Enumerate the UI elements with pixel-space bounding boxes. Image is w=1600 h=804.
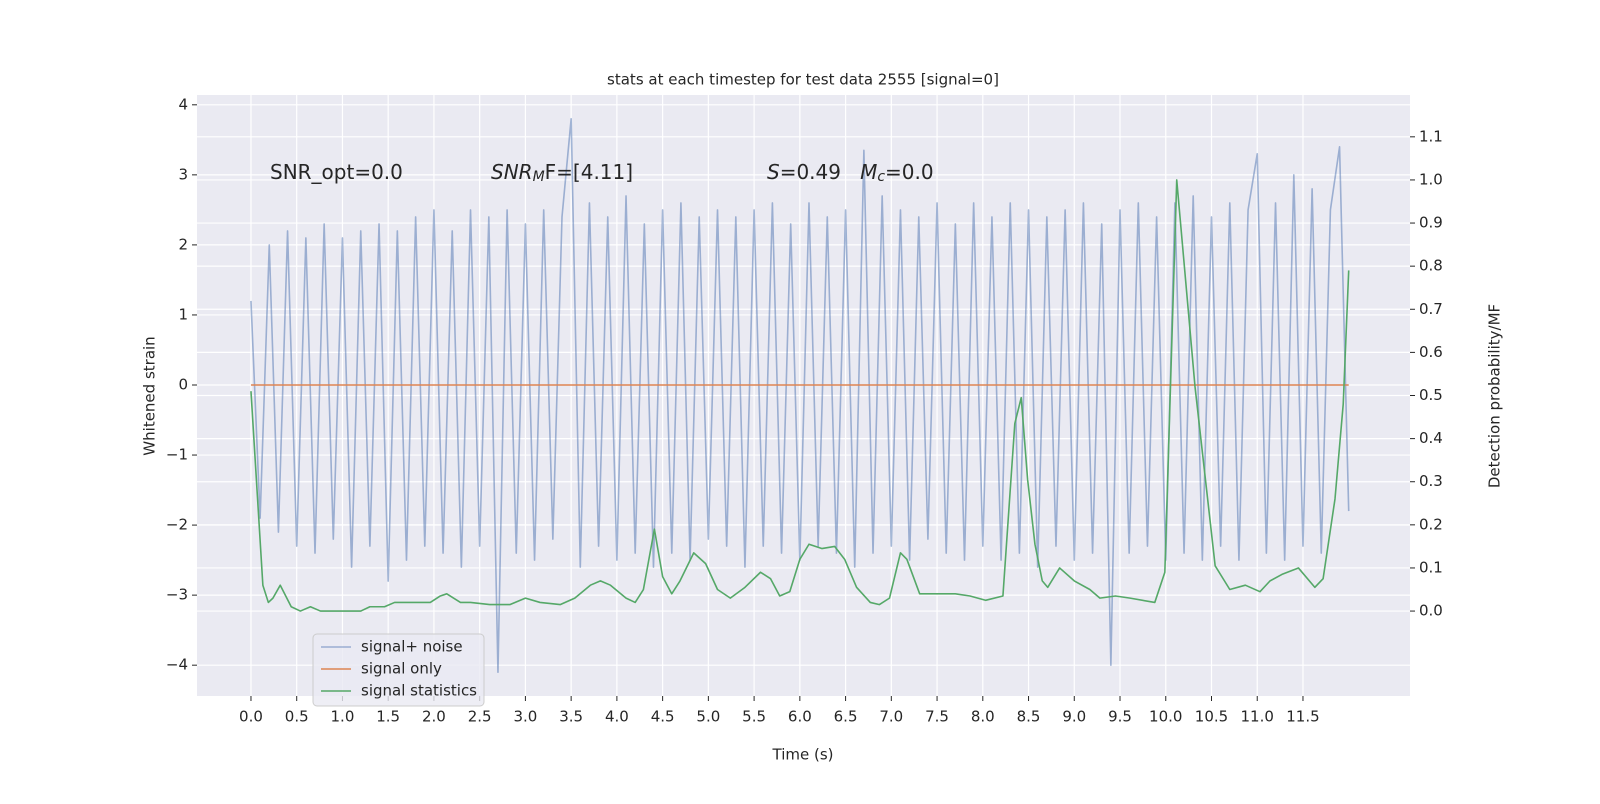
legend-label: signal+ noise: [361, 638, 463, 656]
y2-axis-label: Detection probability/MF: [1486, 304, 1504, 488]
y2-tick-label: 1.1: [1419, 127, 1443, 145]
annotation-part: SNR: [491, 160, 533, 184]
annotation-part: SNR_opt=0.0: [270, 160, 403, 184]
y2-tick-label: 0.7: [1419, 300, 1443, 318]
x-tick-label: 9.5: [1108, 708, 1132, 726]
x-tick-label: 1.5: [376, 708, 400, 726]
legend-label: signal statistics: [361, 682, 477, 700]
annotation-part: c: [877, 169, 885, 185]
y-tick-label: −4: [166, 656, 188, 674]
annotation: SNR_opt=0.0: [270, 160, 403, 184]
y2-tick-label: 0.6: [1419, 343, 1443, 361]
x-tick-label: 4.5: [651, 708, 675, 726]
y2-tick-label: 1.0: [1419, 170, 1443, 188]
y-tick-label: −2: [166, 516, 188, 534]
annotation-part: =0.0: [885, 160, 934, 184]
x-tick-label: 5.5: [742, 708, 766, 726]
x-tick-label: 6.5: [834, 708, 858, 726]
y2-tick-label: 0.2: [1419, 515, 1443, 533]
x-tick-label: 3.0: [513, 708, 537, 726]
y2-tick-label: 0.4: [1419, 429, 1443, 447]
annotation: S=0.49 Mc=0.0: [767, 160, 934, 186]
x-tick-label: 5.0: [696, 708, 720, 726]
x-tick-label: 7.5: [925, 708, 949, 726]
annotation-part: =0.49: [780, 160, 860, 184]
y2-tick-label: 0.8: [1419, 257, 1443, 275]
legend-box: [312, 633, 485, 707]
y2-tick-label: 0.3: [1419, 472, 1443, 490]
x-tick-label: 0.0: [239, 708, 263, 726]
y-tick-label: 0: [178, 375, 188, 393]
x-tick-label: 4.0: [605, 708, 629, 726]
x-tick-label: 8.0: [971, 708, 995, 726]
y-tick-label: −3: [166, 586, 188, 604]
y-tick-label: −1: [166, 446, 188, 464]
y-tick-label: 3: [178, 165, 188, 183]
x-tick-label: 7.0: [879, 708, 903, 726]
x-tick-label: 9.0: [1062, 708, 1086, 726]
legend-label: signal only: [361, 660, 442, 678]
x-tick-label: 11.5: [1286, 708, 1319, 726]
y-axis-label: Whitened strain: [141, 336, 159, 455]
x-tick-label: 2.5: [468, 708, 492, 726]
chart-title: stats at each timestep for test data 255…: [607, 71, 999, 89]
y-tick-label: 4: [178, 95, 188, 113]
y2-tick-label: 0.9: [1419, 214, 1443, 232]
annotation-part: M: [860, 160, 877, 184]
x-tick-label: 3.5: [559, 708, 583, 726]
x-tick-label: 0.5: [285, 708, 309, 726]
annotation: SNRMF=[4.11]: [491, 160, 633, 186]
x-tick-label: 2.0: [422, 708, 446, 726]
y2-tick-label: 0.5: [1419, 386, 1443, 404]
x-tick-label: 6.0: [788, 708, 812, 726]
y2-tick-label: 0.1: [1419, 558, 1443, 576]
y2-tick-label: 0.0: [1419, 602, 1443, 620]
annotation-part: M: [533, 169, 545, 185]
series-line: [250, 179, 1350, 612]
x-tick-label: 8.5: [1017, 708, 1041, 726]
x-tick-label: 11.0: [1241, 708, 1274, 726]
annotation-part: S: [767, 160, 780, 184]
x-tick-label: 10.0: [1149, 708, 1182, 726]
y-tick-label: 2: [178, 235, 188, 253]
x-axis-label: Time (s): [772, 746, 834, 764]
annotation-part: F=[4.11]: [545, 160, 633, 184]
x-tick-label: 1.0: [331, 708, 355, 726]
x-tick-label: 10.5: [1195, 708, 1228, 726]
y-tick-label: 1: [178, 305, 188, 323]
